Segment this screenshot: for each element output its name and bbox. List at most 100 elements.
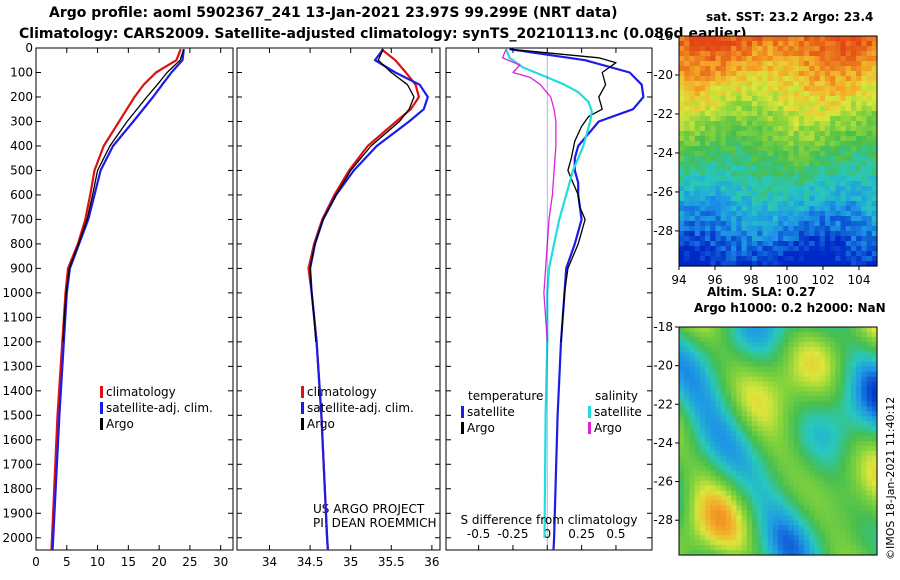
map-cell xyxy=(850,76,857,82)
map-cell xyxy=(762,226,769,232)
map-cell xyxy=(757,131,763,137)
map-cell xyxy=(814,46,821,52)
map-cell xyxy=(684,196,691,202)
map-cell xyxy=(741,191,748,197)
map-cell xyxy=(793,141,800,147)
map-cell xyxy=(809,386,816,393)
map-cell xyxy=(861,336,868,343)
map-cell xyxy=(746,361,753,368)
map-cell xyxy=(861,470,868,477)
map-cell xyxy=(720,161,727,167)
map-cell xyxy=(809,436,816,442)
map-cell xyxy=(699,206,706,212)
map-cell xyxy=(772,540,779,546)
map-cell xyxy=(866,41,873,47)
map-cell xyxy=(840,445,847,452)
map-cell xyxy=(689,256,696,262)
map-cell xyxy=(762,146,769,152)
map-cell xyxy=(710,126,717,132)
map-cell xyxy=(757,91,763,97)
map-cell xyxy=(762,221,769,227)
map-cell xyxy=(840,530,847,536)
map-cell xyxy=(788,485,795,492)
map-cell xyxy=(705,490,711,497)
map-cell xyxy=(871,66,878,72)
map-cell xyxy=(710,91,717,97)
map-cell xyxy=(720,236,727,242)
map-cell xyxy=(710,151,717,157)
map-cell xyxy=(871,336,878,343)
map-cell xyxy=(778,426,784,432)
map-cell xyxy=(783,91,790,97)
map-cell xyxy=(850,176,857,182)
map-cell xyxy=(694,221,701,227)
map-cell xyxy=(871,465,878,472)
map-cell xyxy=(861,51,868,57)
map-cell xyxy=(793,71,800,77)
map-cell xyxy=(720,436,727,442)
map-cell xyxy=(689,520,696,526)
map-cell xyxy=(684,51,691,57)
map-cell xyxy=(715,346,722,353)
map-cell xyxy=(871,116,878,122)
map-cell xyxy=(725,156,732,162)
map-cell xyxy=(679,545,685,551)
map-cell xyxy=(720,346,727,353)
map-cell xyxy=(845,176,852,182)
map-cell xyxy=(741,550,748,556)
map-cell xyxy=(793,386,800,393)
map-cell xyxy=(736,236,743,242)
map-cell xyxy=(783,346,790,353)
map-cell xyxy=(793,211,800,217)
map-cell xyxy=(751,475,758,482)
map-cell xyxy=(845,460,852,467)
map-cell xyxy=(840,71,847,77)
map-cell xyxy=(772,356,779,363)
map-cell xyxy=(757,376,763,383)
map-cell xyxy=(767,386,774,393)
map-cell xyxy=(793,445,800,452)
map-cell xyxy=(746,515,753,521)
map-cell xyxy=(725,151,732,157)
map-cell xyxy=(871,96,878,102)
map-cell xyxy=(798,406,805,412)
map-cell xyxy=(762,201,769,207)
map-cell xyxy=(793,91,800,97)
map-cell xyxy=(835,416,842,422)
map-cell xyxy=(699,455,706,462)
map-cell xyxy=(814,101,821,107)
map-cell xyxy=(679,515,685,521)
map-cell xyxy=(689,416,696,422)
map-cell xyxy=(819,146,826,152)
map-cell xyxy=(725,46,732,52)
map-cell xyxy=(762,470,769,477)
map-cell xyxy=(699,126,706,132)
map-cell xyxy=(757,226,763,232)
map-cell xyxy=(830,495,836,502)
map-cell xyxy=(840,176,847,182)
map-cell xyxy=(845,161,852,167)
map-cell xyxy=(840,106,847,112)
map-cell xyxy=(684,186,691,192)
map-cell xyxy=(699,445,706,452)
map-cell xyxy=(850,106,857,112)
map-cell xyxy=(762,406,769,412)
map-cell xyxy=(824,371,831,378)
map-cell xyxy=(762,366,769,373)
map-cell xyxy=(856,181,862,187)
map-cell xyxy=(772,236,779,242)
map-cell xyxy=(840,455,847,462)
map-cell xyxy=(684,411,691,417)
map-cell xyxy=(778,171,784,177)
map-cell xyxy=(866,186,873,192)
map-cell xyxy=(689,381,696,388)
map-cell xyxy=(679,36,685,42)
map-cell xyxy=(814,341,821,348)
map-cell xyxy=(788,81,795,87)
map-cell xyxy=(798,146,805,152)
map-cell xyxy=(699,460,706,467)
map-cell xyxy=(866,450,873,457)
map-cell xyxy=(783,236,790,242)
map-cell xyxy=(741,106,748,112)
map-cell xyxy=(720,151,727,157)
